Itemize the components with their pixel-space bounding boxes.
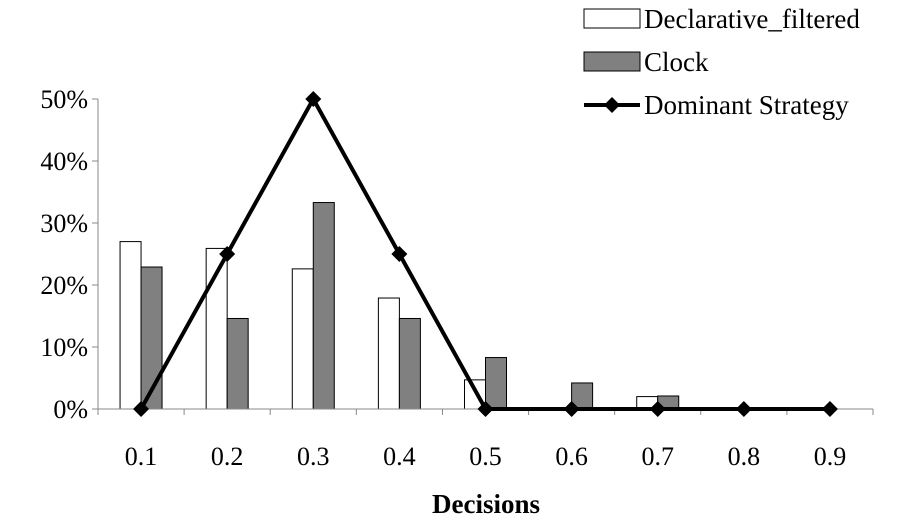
legend-swatch-marker [604, 97, 620, 113]
marker-point-0.8 [735, 401, 752, 417]
marker-point-0.4 [391, 246, 408, 262]
bar-clock-0.5 [485, 357, 507, 410]
x-tick-label: 0.2 [211, 442, 244, 471]
x-tick-label: 0.5 [469, 442, 502, 471]
bar-declarative-filtered-0.1 [119, 241, 142, 410]
x-tick-label: 0.3 [297, 442, 330, 471]
x-tick-label: 0.4 [383, 442, 416, 471]
y-tick-label: 10% [40, 333, 88, 362]
bars [119, 202, 680, 410]
y-tick-label: 20% [40, 271, 88, 300]
legend-label-dominant-strategy: Dominant Strategy [644, 90, 849, 120]
legend-swatch-clock [583, 51, 641, 72]
legend-label-clock: Clock [644, 47, 709, 77]
marker-point-0.2 [219, 246, 236, 262]
marker-point-0.5 [477, 401, 494, 417]
x-tick-label: 0.9 [814, 442, 847, 471]
legend-swatch-declarative-filtered [583, 8, 641, 29]
bar-declarative-filtered-0.4 [377, 297, 400, 410]
marker-point-0.3 [305, 91, 322, 107]
y-tick-label: 0% [53, 395, 88, 424]
legend: Declarative_filtered Clock Dominant Strate… [583, 4, 860, 120]
x-axis: 0.1 0.2 0.3 0.4 0.5 0.6 0.7 0.8 0.9 [97, 408, 874, 471]
marker-point-0.6 [563, 401, 580, 417]
x-axis-title: Decisions [432, 489, 540, 519]
bar-clock-0.2 [226, 317, 249, 410]
x-tick-label: 0.8 [728, 442, 761, 471]
bar-declarative-filtered-0.3 [291, 268, 314, 410]
x-tick-label: 0.1 [125, 442, 158, 471]
legend-label-declarative-filtered: Declarative_filtered [644, 4, 860, 34]
marker-point-0.1 [133, 401, 150, 417]
line-series [133, 91, 838, 417]
marker-point-0.7 [649, 401, 666, 417]
y-tick-label: 30% [40, 209, 88, 238]
x-tick-label: 0.6 [555, 442, 588, 471]
y-tick-label: 50% [40, 85, 88, 114]
bar-clock-0.4 [398, 317, 421, 410]
x-tick-label: 0.7 [641, 442, 674, 471]
y-axis: 0% 10% 20% 30% 40% 50% [40, 85, 99, 424]
bar-clock-0.3 [312, 202, 335, 410]
y-tick-label: 40% [40, 147, 88, 176]
marker-point-0.9 [821, 401, 838, 417]
